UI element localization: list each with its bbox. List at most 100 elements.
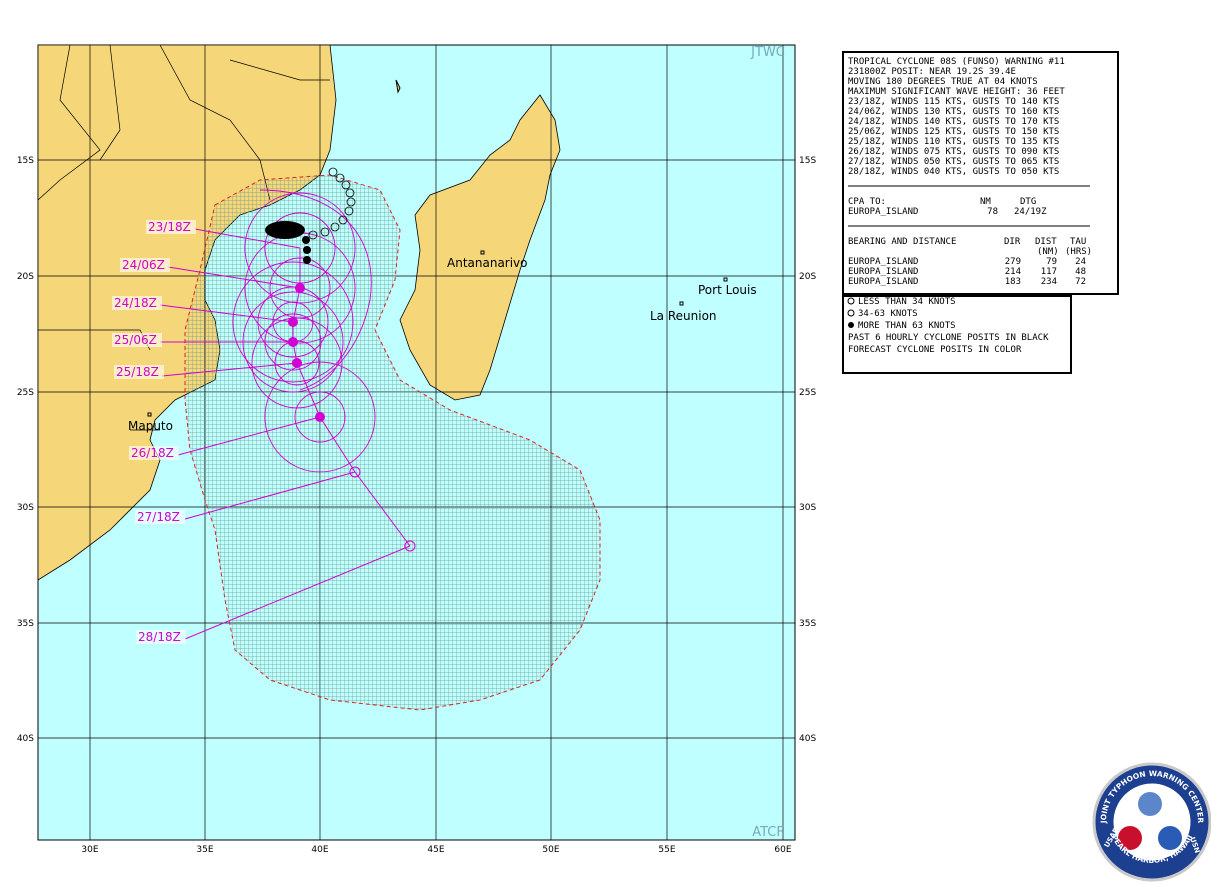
forecast-labels: 23/18Z 24/06Z 24/18Z 25/06Z 25/18Z 26/18Z 27/1… (112, 220, 196, 644)
seal: JOINT TYPHOON WARNING CENTER PEARL HARBO… (1092, 762, 1211, 882)
bearing-cell: EUROPA_ISLAND (848, 277, 918, 287)
cpa-cell: 24/19Z (1014, 207, 1047, 217)
places: Antananarivo Port Louis La Reunion Maputo (128, 256, 757, 433)
warning-box (842, 51, 1119, 295)
lon-label: 50E (542, 845, 559, 855)
bearing-cell: EUROPA_ISLAND (848, 257, 918, 267)
forecast-posits-weak (349, 466, 416, 552)
warning-line: 25/18Z, WINDS 110 KTS, GUSTS TO 135 KTS (848, 137, 1059, 147)
lat-label: 20S (17, 272, 34, 282)
legend-symbol (848, 322, 854, 328)
cpa-cell: 78 (987, 207, 998, 217)
lat-label: 25S (17, 388, 34, 398)
lat-label: 15S (17, 156, 34, 166)
legend-line: LESS THAN 34 KNOTS (858, 297, 956, 307)
past-track (308, 167, 356, 240)
cpa-cell: EUROPA_ISLAND (848, 207, 918, 217)
forecast-track (292, 248, 411, 547)
lat-label: 35S (17, 619, 34, 629)
wind-radii (232, 189, 376, 473)
label-bg (136, 630, 186, 644)
forecast-label: 24/06Z (122, 258, 165, 272)
cpa-header: DTG (1020, 197, 1036, 207)
warning-line: TROPICAL CYCLONE 08S (FUNSO) WARNING #11 (848, 57, 1065, 67)
bearing-header: BEARING AND DISTANCE (848, 237, 956, 247)
lat-label: 25S (799, 388, 816, 398)
bearing-rows: EUROPA_ISLAND 279 79 24 EUROPA_ISLAND 214 117 4… (848, 257, 1086, 287)
warning-line: 25/06Z, WINDS 125 KTS, GUSTS TO 150 KTS (848, 127, 1059, 137)
bearing-cell: 24 (1075, 257, 1086, 267)
map-layers (38, 45, 795, 840)
warning-line: 28/18Z, WINDS 040 KTS, GUSTS TO 050 KTS (848, 167, 1059, 177)
legend-line: MORE THAN 63 KNOTS (858, 321, 956, 331)
bearing-cell: EUROPA_ISLAND (848, 267, 918, 277)
place-label: Port Louis (698, 283, 757, 297)
label-leaders (159, 228, 411, 640)
bearing-cell: 48 (1075, 267, 1086, 277)
legend-line: FORECAST CYCLONE POSITS IN COLOR (848, 345, 1022, 355)
bearing-cell: 234 (1041, 277, 1057, 287)
bearing-cell: 183 (1005, 277, 1021, 287)
bearing-header: DIST (1035, 237, 1057, 247)
bearing-header: (NM) (1037, 247, 1059, 257)
watermark: JTWC (750, 45, 785, 60)
forecast-label: 28/18Z (138, 630, 181, 644)
legend-line: 34-63 KNOTS (858, 309, 918, 319)
cpa-header: NM (980, 197, 991, 207)
legend-symbol (847, 309, 855, 317)
bearing-cell: 79 (1046, 257, 1057, 267)
watermark: ATCF (752, 825, 784, 840)
label-bg (112, 296, 162, 310)
legend-line: PAST 6 HOURLY CYCLONE POSITS IN BLACK (848, 333, 1049, 343)
forecast-label: 23/18Z (148, 220, 191, 234)
bearing-header: (HRS) (1065, 247, 1092, 257)
lat-label: 40S (799, 734, 816, 744)
warning-line: 23/18Z, WINDS 115 KTS, GUSTS TO 140 KTS (848, 97, 1059, 107)
forecast-label: 26/18Z (131, 446, 174, 460)
forecast-label: 27/18Z (137, 510, 180, 524)
place-markers (147, 250, 728, 417)
bearing-header: DIR (1004, 237, 1021, 247)
lat-label: 15S (799, 156, 816, 166)
lat-label: 35S (799, 619, 816, 629)
forecast-label: 24/18Z (114, 296, 157, 310)
lon-label: 45E (427, 845, 444, 855)
cpa-header: CPA TO: (848, 197, 886, 207)
forecast-label: 25/06Z (114, 333, 157, 347)
label-bg (120, 258, 170, 272)
lon-label: 30E (81, 845, 98, 855)
label-bg (114, 365, 164, 379)
warning-line: 24/06Z, WINDS 130 KTS, GUSTS TO 160 KTS (848, 107, 1059, 117)
lat-label: 20S (799, 272, 816, 282)
place-label: La Reunion (650, 309, 717, 323)
bearing-cell: 279 (1005, 257, 1021, 267)
borders (38, 45, 330, 431)
lat-label: 40S (17, 734, 34, 744)
bearing-cell: 72 (1075, 277, 1086, 287)
bearing-cell: 117 (1041, 267, 1057, 277)
place-label: Maputo (128, 419, 173, 433)
lon-label: 55E (658, 845, 675, 855)
lat-label: 30S (17, 503, 34, 513)
forecast-label: 25/18Z (116, 365, 159, 379)
lon-label: 60E (774, 845, 791, 855)
lon-label: 40E (311, 845, 328, 855)
label-bg (129, 446, 179, 460)
warning-line: MOVING 180 DEGREES TRUE AT 04 KNOTS (848, 77, 1038, 87)
warning-line: 27/18Z, WINDS 050 KTS, GUSTS TO 065 KTS (848, 157, 1059, 167)
legend-box (842, 295, 1072, 374)
danger-area (184, 174, 601, 711)
label-bg (112, 333, 162, 347)
warning-line: MAXIMUM SIGNIFICANT WAVE HEIGHT: 36 FEET (848, 87, 1065, 97)
legend-text: LESS THAN 34 KNOTS 34-63 KNOTS MORE THAN 6… (848, 297, 1049, 355)
label-bg (146, 220, 196, 234)
legend-symbol (847, 297, 855, 305)
axis-labels: 15S 15S 20S 20S 25S 25S 30S 30S 35S 35S 40S 40S 30E 3… (17, 156, 817, 855)
bearing-cell: 214 (1005, 267, 1021, 277)
warning-text: TROPICAL CYCLONE 08S (FUNSO) WARNING #11… (848, 57, 1065, 177)
madagascar (399, 94, 561, 401)
island (395, 79, 401, 94)
warning-line: 26/18Z, WINDS 075 KTS, GUSTS TO 090 KTS (848, 147, 1059, 157)
